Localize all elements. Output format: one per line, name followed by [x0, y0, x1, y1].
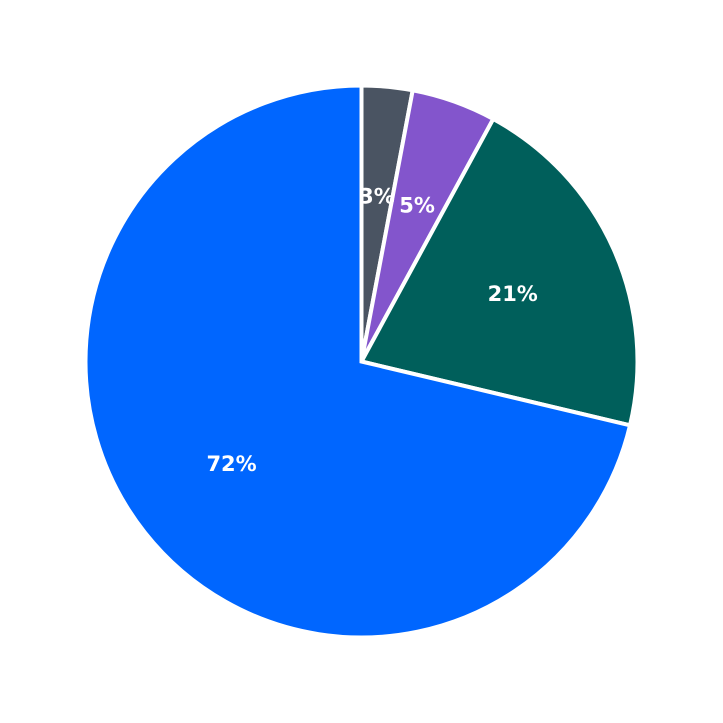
pie-slice-label-2: 21% — [488, 282, 538, 306]
pie-labels: 3% 5% 21% 72% — [206, 185, 537, 477]
pie-slice-label-0: 3% — [359, 185, 395, 209]
pie-slice-label-1: 5% — [399, 193, 435, 217]
pie-slice-label-3: 72% — [206, 452, 256, 476]
pie-slice-3 — [83, 83, 633, 640]
pie-slice-2 — [358, 116, 640, 428]
pie-slices — [83, 83, 640, 640]
